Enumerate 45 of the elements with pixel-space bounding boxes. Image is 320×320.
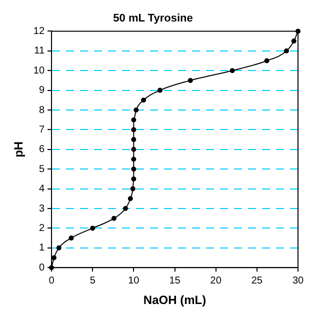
point (188, 78, 193, 83)
point (68, 236, 74, 241)
point (131, 137, 136, 142)
y-tick-label: 1 (38, 242, 45, 254)
x-tick-label: 30 (292, 275, 304, 286)
point (264, 58, 270, 64)
point (131, 156, 136, 162)
point (131, 166, 136, 172)
y-tick-label: 2 (38, 222, 45, 234)
y-tick-label: 11 (34, 46, 45, 57)
y-tick-label: 7 (38, 124, 45, 136)
x-tick-label: 20 (210, 275, 222, 286)
point (230, 68, 235, 74)
point (122, 206, 128, 211)
point (291, 38, 296, 44)
point (141, 98, 146, 103)
x-axis-title: NaOH (mL) (143, 293, 206, 308)
y-tick-label: 10 (33, 65, 45, 76)
chart-title: 50 mL Tyrosine (113, 12, 193, 25)
y-tick-label: 12 (33, 26, 45, 37)
point (131, 117, 136, 122)
point (56, 245, 62, 250)
y-tick-label: 4 (38, 184, 45, 195)
point (111, 216, 116, 221)
point (131, 127, 136, 132)
x-tick-label: 5 (90, 275, 96, 286)
point (128, 196, 133, 202)
y-tick-label: 9 (38, 85, 45, 96)
y-tick-label: 5 (38, 164, 45, 175)
x-tick-label: 0 (48, 275, 55, 286)
point (131, 176, 136, 182)
point (130, 186, 136, 192)
point (131, 146, 136, 152)
y-tick-label: 0 (38, 262, 45, 274)
y-axis-title: pH (12, 141, 26, 158)
x-tick-label: 15 (169, 275, 181, 286)
y-tick-label: 8 (38, 104, 45, 116)
point (134, 108, 139, 112)
point (90, 226, 96, 231)
x-tick-label: 25 (251, 275, 263, 286)
y-tick-label: 6 (38, 144, 45, 156)
x-tick-label: 10 (128, 275, 140, 286)
point (284, 48, 289, 54)
point (157, 88, 162, 93)
y-tick-label: 3 (38, 203, 45, 214)
